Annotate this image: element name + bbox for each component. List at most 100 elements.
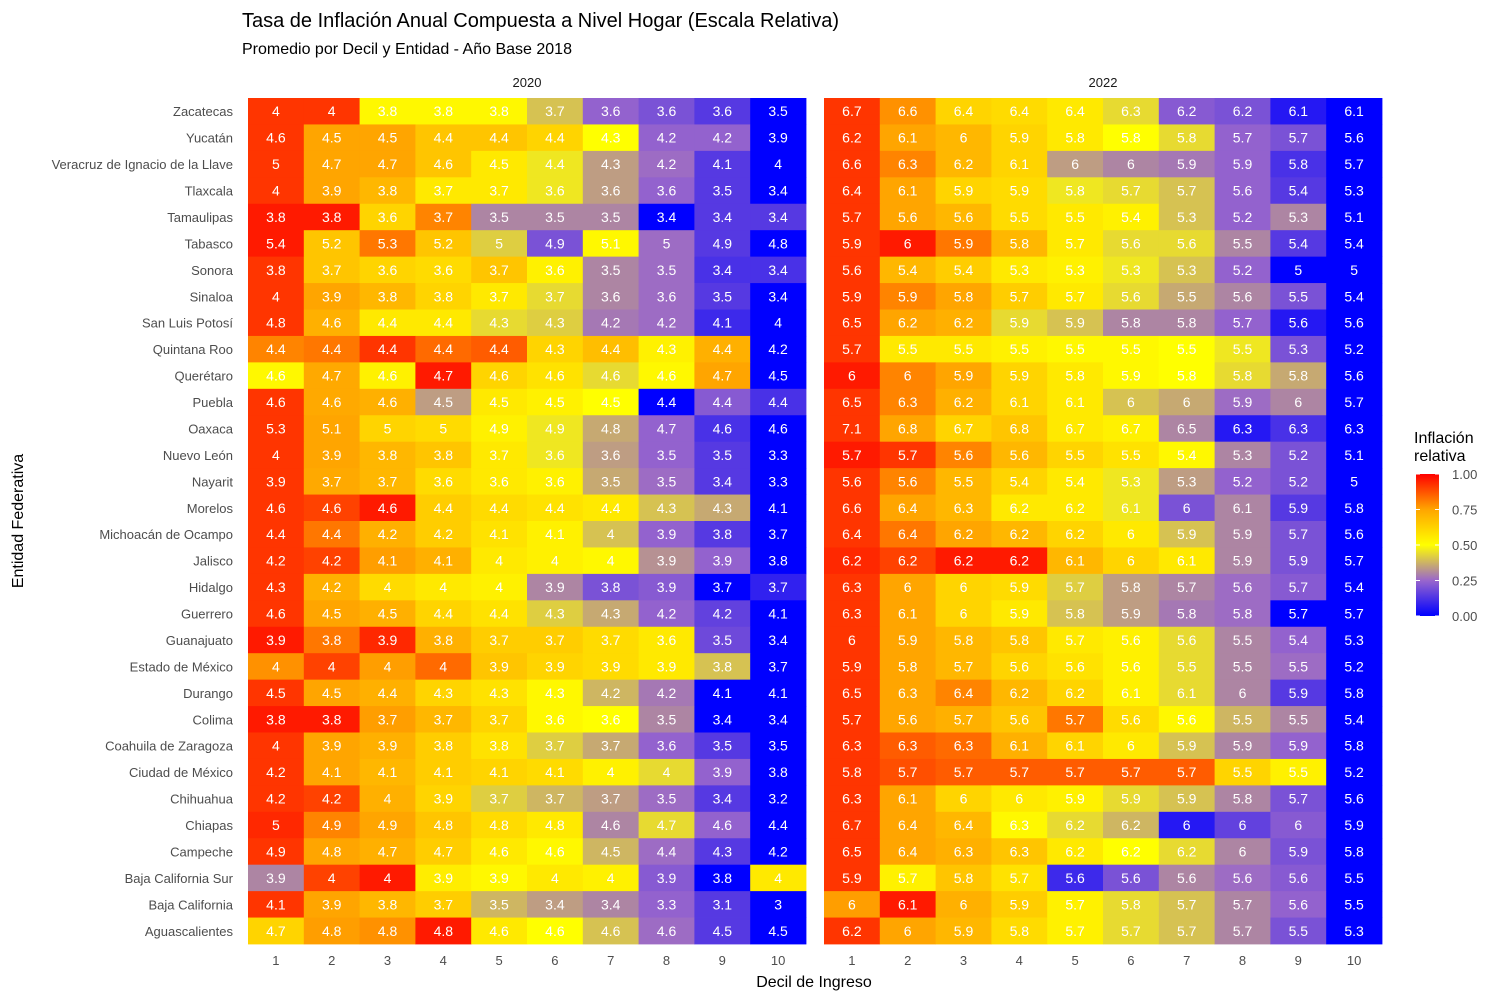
heatmap-cell <box>303 706 360 733</box>
heatmap-cell <box>1270 177 1327 205</box>
cell-value-label: 5.3 <box>378 235 398 251</box>
heatmap-cell <box>750 732 807 760</box>
heatmap-cell <box>750 838 807 866</box>
heatmap-cell <box>824 706 881 733</box>
heatmap-cell <box>1047 600 1104 628</box>
heatmap-cell <box>1270 600 1327 628</box>
heatmap-cell <box>582 98 639 125</box>
heatmap-cell <box>750 362 807 390</box>
cell-value-label: 4.6 <box>768 420 788 436</box>
heatmap-cell <box>1158 864 1215 892</box>
heatmap-cell <box>248 203 305 231</box>
x-tick-label: 8 <box>663 953 670 968</box>
cell-value-label: 6 <box>960 896 968 912</box>
cell-value-label: 4.1 <box>768 500 788 516</box>
cell-value-label: 5.5 <box>898 341 918 357</box>
cell-value-label: 5.9 <box>1289 685 1309 701</box>
heatmap-cell <box>1158 415 1215 443</box>
cell-value-label: 5.7 <box>842 209 862 225</box>
cell-value-label: 5.5 <box>1289 658 1309 674</box>
y-tick-label: Tabasco <box>185 236 233 251</box>
x-tick-label: 1 <box>848 953 855 968</box>
cell-value-label: 4.2 <box>713 130 733 146</box>
cell-value-label: 5.5 <box>1010 341 1030 357</box>
cell-value-label: 6.1 <box>1065 553 1085 569</box>
heatmap-cell <box>415 124 472 152</box>
cell-value-label: 5.7 <box>1344 606 1364 622</box>
cell-value-label: 4.3 <box>713 843 733 859</box>
cell-value-label: 5.9 <box>954 183 974 199</box>
heatmap-cell <box>1103 203 1160 231</box>
heatmap-cell <box>1214 547 1271 575</box>
heatmap-cell <box>1047 362 1104 390</box>
heatmap-cell <box>1158 335 1215 363</box>
heatmap-cell <box>471 177 528 205</box>
cell-value-label: 5.6 <box>1065 870 1085 886</box>
cell-value-label: 4.6 <box>601 368 621 384</box>
cell-value-label: 6.3 <box>1010 843 1030 859</box>
cell-value-label: 6 <box>1015 791 1023 807</box>
cell-value-label: 4.3 <box>601 156 621 172</box>
heatmap-cell <box>248 891 305 918</box>
heatmap-cell <box>935 891 992 918</box>
legend-title-line-1: Inflación <box>1414 430 1474 447</box>
heatmap-cell <box>359 468 416 495</box>
panel-label: 2022 <box>1089 75 1118 90</box>
heatmap-cell <box>694 415 751 443</box>
x-tick-label: 4 <box>440 953 447 968</box>
cell-value-label: 3.6 <box>657 632 677 648</box>
cell-value-label: 6 <box>1239 817 1247 833</box>
cell-value-label: 3.9 <box>657 553 677 569</box>
heatmap-cell <box>1103 362 1160 390</box>
heatmap-cell <box>1326 230 1383 258</box>
cell-value-label: 4.7 <box>657 420 677 436</box>
cell-value-label: 6.3 <box>1233 420 1253 436</box>
cell-value-label: 3.6 <box>434 473 454 489</box>
cell-value-label: 3.8 <box>768 764 788 780</box>
cell-value-label: 4.7 <box>434 368 454 384</box>
heatmap-cell <box>1103 521 1160 548</box>
cell-value-label: 3.8 <box>378 447 398 463</box>
cell-value-label: 4.4 <box>601 500 621 516</box>
cell-value-label: 4.5 <box>434 394 454 410</box>
cell-value-label: 5.7 <box>1289 791 1309 807</box>
heatmap-cell <box>248 335 305 363</box>
heatmap-cell <box>1158 177 1215 205</box>
heatmap-cell <box>248 177 305 205</box>
heatmap-cell <box>991 732 1048 760</box>
heatmap-cell <box>935 388 992 416</box>
plot-area: 2020 4 4 3.8 3.8 3.8 3.7 3.6 3.6 3.6 3.5 4.6 4.5 4.5 4… <box>52 75 1383 968</box>
heatmap-cell <box>1158 653 1215 681</box>
heatmap-cell <box>879 679 936 707</box>
cell-value-label: 4.8 <box>434 923 454 939</box>
cell-value-label: 4.6 <box>545 368 565 384</box>
cell-value-label: 6 <box>1183 817 1191 833</box>
cell-value-label: 6.1 <box>1065 394 1085 410</box>
cell-value-label: 4 <box>551 553 559 569</box>
heatmap-cell <box>638 150 695 178</box>
heatmap-cell <box>1158 309 1215 337</box>
cell-value-label: 5.9 <box>1065 315 1085 331</box>
heatmap-cell <box>824 521 881 548</box>
heatmap-cell <box>1103 468 1160 495</box>
heatmap-cell <box>1270 679 1327 707</box>
cell-value-label: 3.4 <box>713 262 733 278</box>
cell-value-label: 5.9 <box>1177 526 1197 542</box>
cell-value-label: 4.3 <box>545 315 565 331</box>
cell-value-label: 6.2 <box>898 315 918 331</box>
heatmap-cell <box>527 706 584 733</box>
heatmap-cell <box>359 177 416 205</box>
cell-value-label: 4.2 <box>434 526 454 542</box>
cell-value-label: 5.6 <box>1010 711 1030 727</box>
heatmap-cell <box>1047 203 1104 231</box>
cell-value-label: 5.6 <box>954 209 974 225</box>
cell-value-label: 3.9 <box>434 791 454 807</box>
cell-value-label: 5.7 <box>1177 579 1197 595</box>
cell-value-label: 6.7 <box>1065 420 1085 436</box>
cell-value-label: 5.9 <box>1233 394 1253 410</box>
heatmap-cell <box>750 468 807 495</box>
heatmap-cell <box>248 679 305 707</box>
cell-value-label: 3.7 <box>434 183 454 199</box>
heatmap-cell <box>1103 494 1160 522</box>
heatmap-cell <box>1270 838 1327 866</box>
